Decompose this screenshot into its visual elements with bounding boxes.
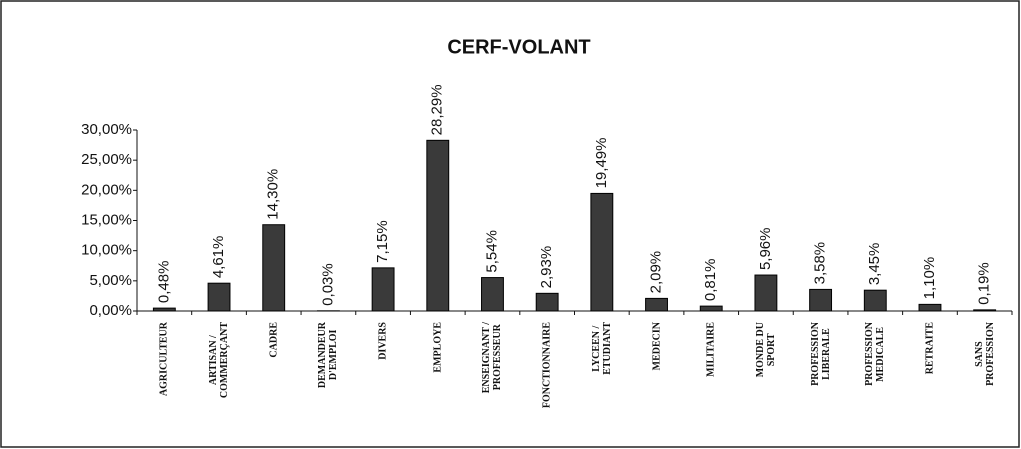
bar: [152, 307, 176, 312]
x-tick-label: MEDECIN: [651, 322, 663, 371]
value-label: 2,93%: [538, 246, 555, 289]
x-tick-label: EMPLOYE: [432, 322, 444, 373]
value-label: 19,49%: [593, 138, 610, 189]
value-label: 0,81%: [702, 259, 719, 302]
value-label: 0,48%: [155, 261, 172, 304]
bar: [262, 224, 286, 312]
x-tick-label: DIVERS: [377, 322, 389, 360]
x-tick-label: ARTISAN / COMMERÇANT: [208, 322, 231, 399]
y-tick-label: 0,00%: [89, 302, 132, 319]
bar: [590, 192, 614, 312]
value-label: 5,96%: [757, 227, 774, 270]
bar: [645, 297, 668, 312]
y-tick-label: 30,00%: [81, 121, 132, 138]
bar: [535, 292, 559, 312]
value-label: 3,45%: [866, 243, 883, 286]
bar: [371, 267, 395, 312]
x-tick-label: MILITAIRE: [705, 322, 717, 377]
value-label: 14,30%: [265, 169, 282, 220]
x-tick-label: CADRE: [268, 322, 280, 358]
x-tick-label: FONCTIONNAIRE: [541, 322, 553, 409]
x-tick-label: ENSEIGNANT / PROFESSEUR: [481, 322, 504, 394]
x-tick-label: PROFESSION MEDICALE: [864, 322, 887, 386]
value-label: 5,54%: [483, 230, 500, 273]
value-label: 3,58%: [812, 242, 829, 285]
x-tick-label: LYCEEN / ETUDIANT: [590, 322, 613, 375]
x-tick-label: PROFESSION LIBERALE: [809, 322, 832, 386]
y-tick-label: 10,00%: [81, 242, 132, 259]
y-tick-label: 25,00%: [81, 151, 132, 168]
bar: [481, 277, 504, 312]
x-tick-label: DEMANDEUR D'EMPLOI: [317, 322, 340, 389]
y-tick-label: 15,00%: [81, 211, 132, 228]
bar: [207, 282, 231, 312]
value-label: 0,19%: [976, 262, 993, 305]
y-tick-label: 5,00%: [89, 272, 132, 289]
y-tick-label: 20,00%: [81, 181, 132, 198]
bar: [973, 309, 997, 312]
value-label: 4,61%: [210, 236, 227, 279]
value-label: 1,10%: [921, 257, 938, 300]
value-label: 0,03%: [319, 263, 336, 306]
bar: [863, 289, 887, 312]
bar: [918, 303, 942, 312]
x-tick-label: RETRAITE: [924, 322, 936, 375]
chart-title: CERF-VOLANT: [447, 36, 590, 58]
bar: [754, 274, 778, 312]
value-label: 2,09%: [648, 251, 665, 294]
bar: [809, 288, 833, 312]
value-label: 28,29%: [429, 84, 446, 135]
value-label: 7,15%: [374, 220, 391, 263]
x-tick-label: MONDE DU SPORT: [754, 322, 777, 378]
bar: [426, 139, 450, 312]
bar: [699, 305, 723, 312]
x-tick-label: SANS PROFESSION: [973, 322, 996, 386]
x-tick-label: AGRICULTEUR: [158, 322, 170, 397]
